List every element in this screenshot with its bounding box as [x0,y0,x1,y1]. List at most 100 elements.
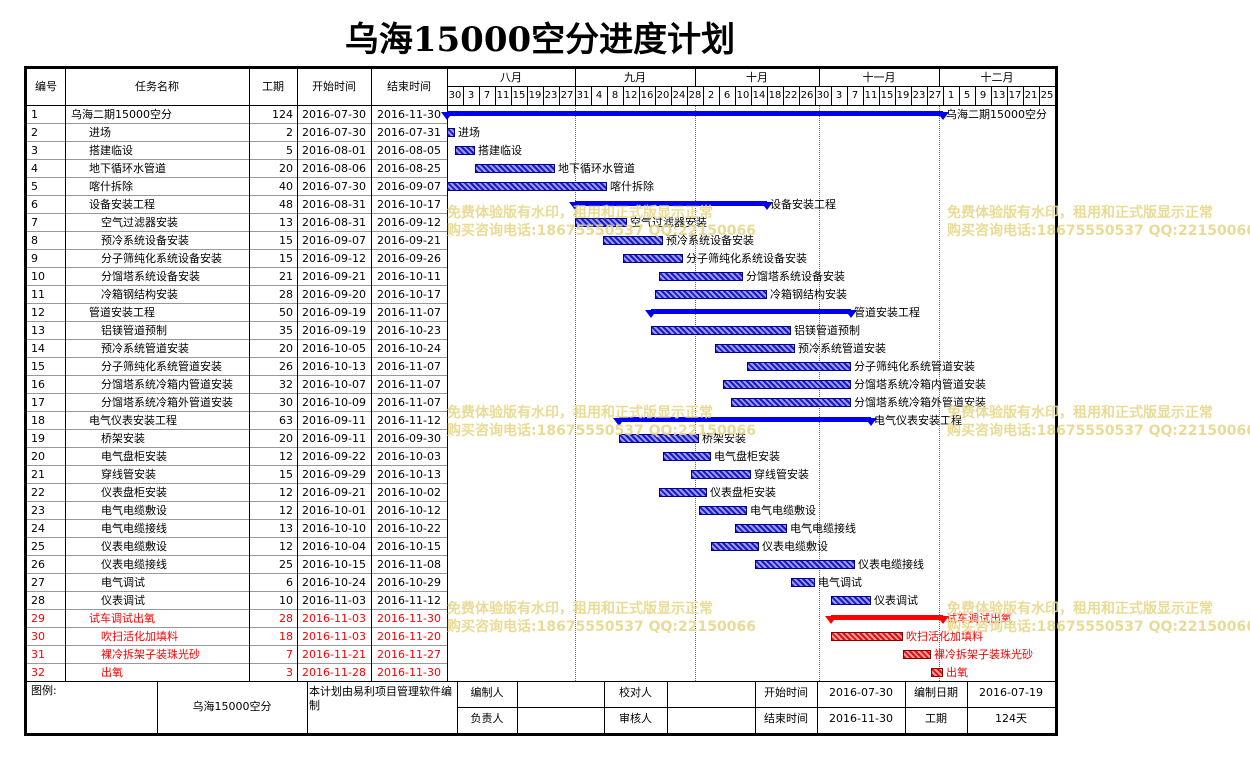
task-bar[interactable] [651,326,791,335]
task-bar[interactable] [691,470,751,479]
task-start: 2016-09-07 [302,234,366,247]
task-bar[interactable] [655,290,767,299]
day-tick: 19 [896,90,910,101]
task-name: 分馏塔系统冷箱外管道安装 [101,396,233,409]
day-tick: 6 [723,90,731,101]
footer-mid-line [457,707,1055,708]
footer-column-line [967,681,968,733]
bar-label: 仪表调试 [874,594,918,607]
tick-divider [575,87,576,105]
task-bar[interactable] [903,650,931,659]
task-bar[interactable] [755,560,855,569]
summary-start-marker [569,202,581,210]
task-id: 29 [31,612,45,625]
task-bar[interactable] [831,632,903,641]
day-tick: 31 [576,90,590,101]
footer-column-line [157,681,158,733]
task-bar[interactable] [447,182,607,191]
row-line [27,447,447,448]
task-bar[interactable] [715,344,795,353]
day-tick: 5 [963,90,971,101]
task-bar[interactable] [731,398,851,407]
task-end: 2016-10-15 [377,540,441,553]
summary-bar[interactable] [651,309,851,314]
tick-divider [847,87,848,105]
column-line [65,69,66,681]
tick-divider [735,87,736,105]
task-bar[interactable] [735,524,787,533]
task-bar[interactable] [831,596,871,605]
summary-bar[interactable] [575,201,767,206]
row-line [27,627,447,628]
task-bar[interactable] [603,236,663,245]
footer-column-line [457,681,458,733]
task-end: 2016-11-12 [377,594,441,607]
bar-label: 仪表电缆敷设 [762,540,828,553]
footer-column-line [307,681,308,733]
task-dur: 15 [279,234,293,247]
day-tick: 16 [640,90,654,101]
bar-label: 电气调试 [818,576,862,589]
day-tick: 9 [979,90,987,101]
task-bar[interactable] [711,542,759,551]
task-bar[interactable] [723,380,851,389]
task-name: 分馏塔系统设备安装 [101,270,200,283]
legend-label: 图例: [31,684,57,697]
day-tick: 24 [672,90,686,101]
task-bar[interactable] [659,488,707,497]
day-tick: 30 [448,90,462,101]
task-name: 仪表电缆敷设 [101,540,167,553]
summary-bar[interactable] [447,111,943,116]
task-bar[interactable] [575,218,627,227]
row-line [27,465,447,466]
task-bar[interactable] [747,362,851,371]
task-dur: 28 [279,612,293,625]
task-id: 24 [31,522,45,535]
task-bar[interactable] [447,128,455,137]
summary-end-marker [845,310,857,318]
task-bar[interactable] [619,434,699,443]
summary-bar[interactable] [619,417,871,422]
task-start: 2016-07-30 [302,126,366,139]
task-name: 穿线管安装 [101,468,156,481]
task-start: 2016-08-31 [302,198,366,211]
task-bar[interactable] [659,272,743,281]
task-dur: 12 [279,450,293,463]
day-tick: 25 [1040,90,1054,101]
month-divider [939,69,940,87]
day-tick: 2 [707,90,715,101]
task-dur: 40 [279,180,293,193]
task-bar[interactable] [931,668,943,677]
task-start: 2016-09-11 [302,432,366,445]
task-end: 2016-11-07 [377,360,441,373]
task-bar[interactable] [455,146,475,155]
task-id: 12 [31,306,45,319]
task-bar[interactable] [623,254,683,263]
bar-label: 预冷系统设备安装 [666,234,754,247]
task-dur: 5 [286,144,293,157]
tick-divider [703,87,704,105]
task-end: 2016-08-25 [377,162,441,175]
bar-label: 设备安装工程 [770,198,836,211]
task-end: 2016-09-12 [377,216,441,229]
summary-bar[interactable] [831,615,943,620]
task-end: 2016-11-27 [377,648,441,661]
summary-end-marker [937,112,949,120]
task-end: 2016-10-03 [377,450,441,463]
tick-divider [671,87,672,105]
task-bar[interactable] [475,164,555,173]
task-end: 2016-10-13 [377,468,441,481]
day-tick: 13 [992,90,1006,101]
row-line [27,249,447,250]
task-start: 2016-09-20 [302,288,366,301]
task-bar[interactable] [791,578,815,587]
task-bar[interactable] [663,452,711,461]
task-bar[interactable] [699,506,747,515]
month-divider [695,69,696,87]
tick-divider [911,87,912,105]
task-id: 32 [31,666,45,679]
task-name: 预冷系统设备安装 [101,234,189,247]
tick-divider [559,87,560,105]
task-start: 2016-10-13 [302,360,366,373]
task-name: 设备安装工程 [89,198,155,211]
